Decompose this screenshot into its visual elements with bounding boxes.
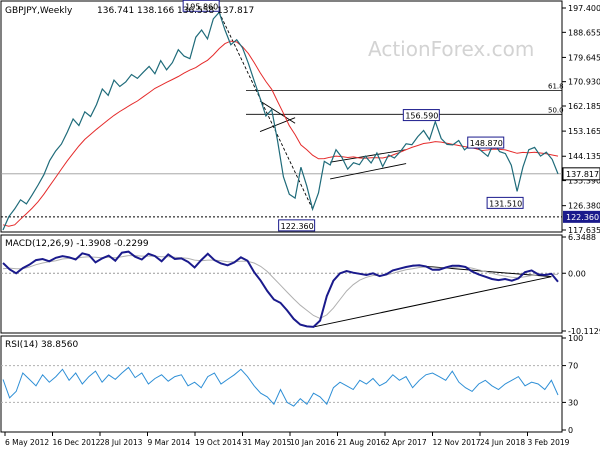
annotation-label-2: 148.870 (470, 139, 503, 148)
x-tick-label-11: 3 Feb 2019 (528, 438, 570, 447)
price-y-tick-label-3: 170.930 (568, 78, 600, 87)
x-tick-label-6: 10 Jan 2016 (290, 438, 335, 447)
annotation-label-4: 122.360 (281, 222, 314, 231)
price-annotations: 195.860 156.590 148.870 131.510 122.360 (182, 0, 524, 232)
x-axis: 6 May 2012 16 Dec 2012 28 Jul 2013 9 Mar 20… (4, 432, 570, 447)
triangle-lower-line (330, 163, 407, 180)
chart-header-symbol: GBPJPY,Weekly (5, 6, 73, 16)
x-tick-label-8: 2 Apr 2017 (385, 438, 427, 447)
price-series-line (2, 11, 559, 231)
price-panel-frame (0, 0, 563, 233)
rsi-panel-frame (0, 335, 563, 433)
rsi-y-tick-label-0: 100 (568, 334, 583, 343)
macd-y-tick-label-2: -10.1129 (568, 327, 600, 336)
macd-y-tick-label-0: 6.3488 (568, 233, 596, 242)
x-tick-label-10: 24 Jun 2018 (480, 438, 525, 447)
price-y-axis: 197.400 188.655 179.645 170.930 162.185 153.1… (562, 4, 600, 235)
price-y-tick-label-7: 135.390 (568, 177, 600, 186)
rsi-levels (1, 365, 562, 403)
x-tick-label-3: 9 Mar 2014 (148, 438, 191, 447)
price-y-tick-label-4: 162.185 (568, 102, 600, 111)
current-price-box (562, 167, 600, 181)
x-tick-label-7: 21 Aug 2016 (338, 438, 386, 447)
support-price-box (563, 210, 600, 223)
macd-label: MACD(12,26,9) -1.3908 -0.2299 (5, 239, 149, 249)
price-y-tick-label-2: 179.645 (568, 53, 600, 62)
x-tick-label-0: 6 May 2012 (5, 438, 49, 447)
x-tick-label-5: 31 May 2015 (243, 438, 292, 447)
annotation-box-4 (278, 219, 316, 232)
moving-average-line (2, 40, 559, 227)
fib-label-0: 61.8 (548, 82, 564, 90)
price-grid (1, 173, 562, 218)
price-y-tick-label-8: 126.380 (568, 202, 600, 211)
macd-panel: 6.3488 0.00 -10.1129 MACD(12,26,9) -1.3908… (0, 233, 600, 336)
x-tick-label-4: 19 Oct 2014 (195, 438, 242, 447)
ohlc-low: 136.558 (177, 6, 214, 16)
price-y-tick-label-9: 117.635 (568, 226, 600, 235)
macd-line (2, 250, 559, 328)
annotation-box-1 (402, 109, 440, 122)
rsi-line (2, 366, 559, 407)
annotation-label-1: 156.590 (405, 112, 438, 121)
ohlc-open: 136.741 (97, 6, 134, 16)
ohlc-high: 138.166 (137, 6, 174, 16)
annotation-box-3 (486, 196, 524, 209)
ohlc-close: 137.817 (217, 6, 254, 16)
watermark: ActionForex.com (368, 37, 534, 61)
wedge-lower-line (259, 117, 296, 132)
rsi-y-tick-label-2: 30 (568, 398, 578, 407)
fib-label-1: 50.0 (548, 106, 564, 114)
rsi-panel: 100 70 30 0 RSI(14) 38.8560 (0, 334, 583, 435)
current-price-label: 137.817 (566, 170, 599, 179)
annotation-box-0 (182, 0, 220, 12)
macd-panel-frame (0, 234, 563, 334)
x-tick-label-1: 16 Dec 2012 (53, 438, 101, 447)
price-y-tick-label-1: 188.655 (568, 28, 600, 37)
price-panel: ActionForex.com 61.850.0 195.860156.5901… (0, 0, 600, 235)
x-tick-label-2: 28 Jul 2013 (100, 438, 143, 447)
annotation-box-2 (467, 136, 505, 149)
price-y-tick-label-0: 197.400 (568, 4, 600, 13)
annotation-label-0: 195.860 (185, 2, 218, 11)
macd-trendline-lower (313, 276, 552, 328)
price-y-tick-label-6: 144.135 (568, 152, 600, 161)
support-price-label: 122.360 (566, 213, 599, 222)
macd-y-axis: 6.3488 0.00 -10.1129 (562, 233, 600, 336)
annotation-label-3: 131.510 (489, 199, 522, 208)
price-trendlines (218, 12, 407, 210)
rsi-y-tick-label-3: 0 (568, 426, 573, 435)
dashed-trendline (218, 12, 314, 210)
price-y-tick-label-5: 153.165 (568, 127, 600, 136)
rsi-label: RSI(14) 38.8560 (5, 340, 78, 350)
macd-y-tick-label-1: 0.00 (568, 269, 586, 278)
x-tick-label-9: 12 Nov 2017 (433, 438, 481, 447)
rsi-y-axis: 100 70 30 0 (562, 334, 583, 435)
rsi-y-tick-label-1: 70 (568, 362, 578, 371)
